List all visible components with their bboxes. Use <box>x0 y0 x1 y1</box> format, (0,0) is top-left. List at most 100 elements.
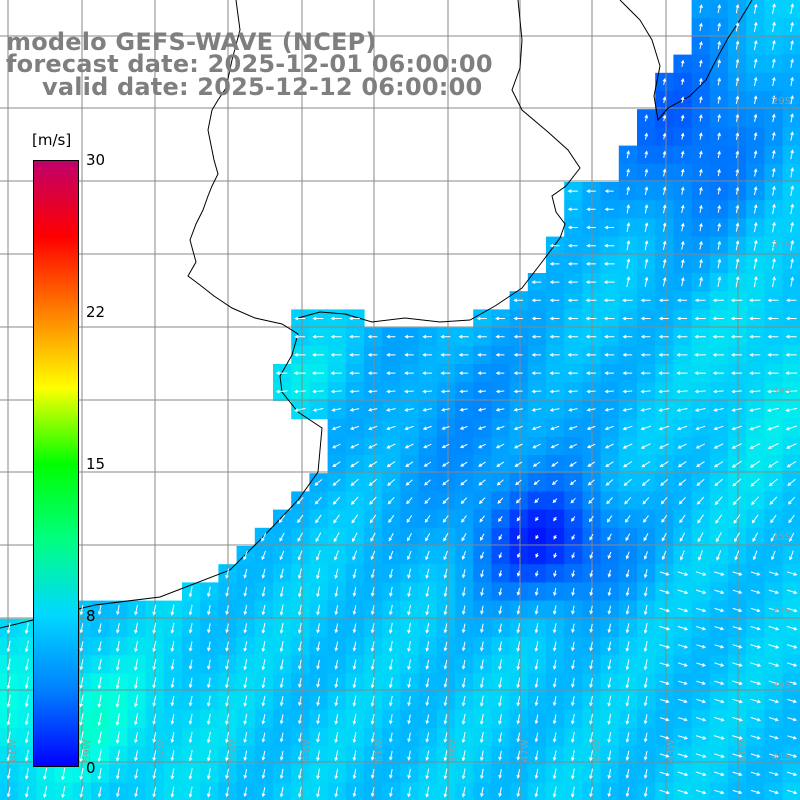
wind-arrow <box>679 532 686 542</box>
wind-arrow <box>607 605 612 615</box>
wind-arrow <box>425 532 431 542</box>
wind-arrow <box>605 461 614 468</box>
wind-arrow <box>750 680 762 686</box>
wind-arrow <box>370 641 375 652</box>
wind-arrow <box>626 204 631 214</box>
wind-arrow <box>480 659 484 671</box>
wind-arrow <box>243 768 248 780</box>
wind-arrow <box>261 586 266 598</box>
wind-arrow <box>714 571 725 576</box>
wind-arrow <box>458 353 469 357</box>
wind-arrow <box>735 186 740 195</box>
wind-arrow <box>659 461 669 468</box>
wind-arrow <box>152 622 157 635</box>
wind-arrow <box>389 714 393 725</box>
wind-arrow <box>732 716 744 722</box>
wind-arrow <box>750 753 761 758</box>
wind-arrow <box>772 276 776 288</box>
wind-arrow <box>441 461 450 467</box>
wind-arrow <box>461 641 466 652</box>
wind-arrow <box>552 677 557 688</box>
wind-arrow <box>768 662 780 667</box>
wind-arrow <box>459 389 468 394</box>
wind-arrow <box>735 113 740 122</box>
wind-arrow <box>407 696 411 707</box>
wind-arrow <box>680 222 685 232</box>
wind-arrow <box>625 569 630 578</box>
wind-arrow <box>534 623 539 634</box>
wind-arrow <box>43 786 48 799</box>
wind-arrow <box>644 168 649 177</box>
wind-arrow <box>115 749 120 762</box>
wind-arrow <box>496 479 504 486</box>
wind-arrow <box>753 257 758 269</box>
wind-arrow <box>768 789 779 795</box>
wind-arrow <box>424 515 431 523</box>
wind-arrow <box>294 334 306 339</box>
wind-arrow <box>696 698 707 704</box>
wind-arrow <box>334 659 339 670</box>
wind-arrow <box>568 408 578 412</box>
wind-arrow <box>750 789 761 795</box>
wind-arrow <box>749 389 761 394</box>
wind-arrow <box>767 425 779 431</box>
wind-arrow <box>513 353 523 357</box>
wind-arrow <box>314 479 323 486</box>
wind-arrow <box>772 167 776 178</box>
wind-arrow <box>495 425 505 430</box>
wind-arrow <box>714 607 725 613</box>
wind-arrow <box>480 605 484 615</box>
wind-arrow <box>622 353 633 357</box>
wind-arrow <box>749 371 761 375</box>
wind-arrow <box>553 587 557 597</box>
wind-arrow <box>423 461 432 467</box>
wind-arrow <box>643 533 649 542</box>
wind-arrow <box>297 568 302 580</box>
wind-arrow <box>769 735 779 740</box>
wind-arrow <box>790 276 794 287</box>
wind-arrow <box>567 225 578 230</box>
wind-arrow <box>699 77 703 86</box>
wind-arrow <box>658 443 669 449</box>
wind-arrow <box>586 408 596 412</box>
wind-arrow <box>753 168 758 177</box>
wind-arrow <box>115 694 120 708</box>
wind-arrow <box>79 730 84 745</box>
wind-arrow <box>404 334 414 339</box>
wind-arrow <box>115 731 120 744</box>
wind-arrow <box>534 677 539 689</box>
wind-arrow <box>332 496 341 505</box>
wind-arrow <box>534 714 539 725</box>
wind-arrow <box>97 768 102 780</box>
wind-arrow <box>716 550 722 561</box>
wind-arrow <box>352 677 357 689</box>
wind-arrow <box>549 408 560 412</box>
wind-arrow <box>549 334 560 339</box>
wind-arrow <box>753 95 758 105</box>
wind-arrow <box>243 568 248 579</box>
wind-arrow <box>680 132 685 140</box>
wind-arrow <box>206 786 211 798</box>
wind-arrow <box>787 717 798 722</box>
wind-arrow <box>625 623 630 634</box>
wind-arrow <box>767 443 779 449</box>
wind-arrow <box>294 407 306 412</box>
wind-arrow <box>717 258 722 269</box>
wind-arrow <box>476 316 487 321</box>
wind-arrow <box>571 623 575 634</box>
wind-arrow <box>243 605 248 616</box>
wind-arrow <box>625 551 630 560</box>
wind-arrow <box>751 496 760 506</box>
wind-arrow <box>225 659 229 671</box>
wind-arrow <box>659 625 671 631</box>
wind-arrow <box>553 570 557 578</box>
wind-arrow <box>404 408 414 412</box>
wind-arrow <box>607 732 612 744</box>
wind-arrow <box>152 750 157 762</box>
wind-arrow <box>678 717 688 722</box>
wind-arrow <box>170 641 175 653</box>
wind-arrow <box>513 334 523 339</box>
wind-arrow <box>586 207 596 212</box>
wind-arrow <box>443 677 448 688</box>
wind-arrow <box>750 644 762 649</box>
